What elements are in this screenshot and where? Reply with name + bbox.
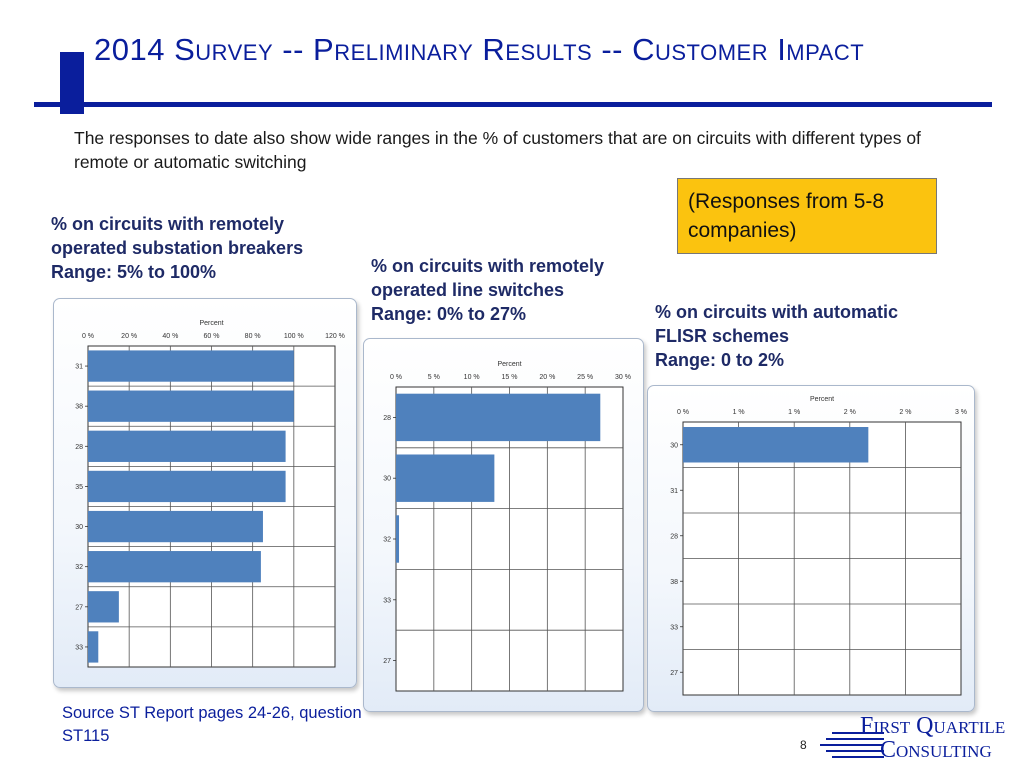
logo-line-2: Consulting xyxy=(880,737,992,763)
bar xyxy=(683,427,869,463)
x-tick-label: 5 % xyxy=(428,374,440,381)
bar xyxy=(88,510,263,543)
x-tick-label: 100 % xyxy=(284,333,304,340)
x-axis-title: Percent xyxy=(497,361,521,368)
x-tick-label: 20 % xyxy=(121,333,137,340)
chart-title-line: % on circuits with remotely xyxy=(51,214,285,234)
responses-note: (Responses from 5-8 companies) xyxy=(677,178,937,254)
chart-title-line: % on circuits with remotely xyxy=(371,256,605,276)
y-tick-label: 28 xyxy=(670,533,678,540)
chart-panel-flisr: Percent 0 % 1 % 1 % 2 % 2 % 3 % 30 31 28 38 33 27 xyxy=(647,385,975,712)
chart-title-range: Range: 5% to 100% xyxy=(51,262,217,282)
y-tick-label: 33 xyxy=(75,644,83,651)
chart-panel-substation-breakers: Percent 0 % 20 % 40 % 60 % 80 % 100 % 120 % 31 38… xyxy=(53,298,357,688)
bar xyxy=(88,430,286,462)
logo-stripe xyxy=(826,738,884,740)
chart-title-range: Range: 0 to 2% xyxy=(655,350,785,370)
y-tick-label: 27 xyxy=(75,604,83,611)
chart-title-flisr: % on circuits with automatic FLISR schem… xyxy=(655,300,898,372)
x-tick-label: 40 % xyxy=(162,333,178,340)
x-tick-label: 3 % xyxy=(955,409,967,416)
chart-title-line: % on circuits with automatic xyxy=(655,302,899,322)
logo-stripe xyxy=(826,750,884,752)
bar xyxy=(396,393,601,442)
logo-stripe xyxy=(832,732,884,734)
y-tick-label: 28 xyxy=(383,415,391,422)
x-tick-label: 0 % xyxy=(82,333,94,340)
y-tick-label: 31 xyxy=(670,488,678,495)
logo-stripe xyxy=(820,744,884,746)
page-number: 8 xyxy=(800,738,807,752)
x-tick-label: 60 % xyxy=(204,333,220,340)
x-tick-label: 10 % xyxy=(464,374,480,381)
y-tick-label: 35 xyxy=(75,484,83,491)
x-tick-label: 0 % xyxy=(677,409,689,416)
x-tick-label: 0 % xyxy=(390,374,402,381)
logo-line-1: First Quartile xyxy=(860,713,1006,739)
y-tick-label: 30 xyxy=(75,524,83,531)
x-tick-label: 1 % xyxy=(788,409,800,416)
bar xyxy=(396,515,400,563)
first-quartile-logo: First Quartile Consulting xyxy=(820,712,1020,764)
y-tick-label: 38 xyxy=(670,579,678,586)
intro-text: The responses to date also show wide ran… xyxy=(74,128,921,172)
chart-title-line: operated substation breakers xyxy=(51,238,304,258)
y-tick-label: 33 xyxy=(383,597,391,604)
chart-panel-line-switches: Percent 0 % 5 % 10 % 15 % 20 % 25 % 30 % 28 30 32 3… xyxy=(363,338,644,712)
bar xyxy=(88,470,286,503)
chart-title-substation-breakers: % on circuits with remotely operated sub… xyxy=(51,212,303,284)
chart-title-line: operated line switches xyxy=(371,280,565,300)
y-tick-label: 27 xyxy=(670,670,678,677)
source-note: Source ST Report pages 24-26, question S… xyxy=(62,704,362,745)
bar xyxy=(88,390,294,422)
x-tick-label: 2 % xyxy=(844,409,856,416)
bar xyxy=(88,350,294,382)
x-tick-label: 2 % xyxy=(899,409,911,416)
x-tick-label: 20 % xyxy=(539,374,555,381)
chart-flisr: Percent 0 % 1 % 1 % 2 % 2 % 3 % 30 31 28 38 33 27 xyxy=(670,396,967,696)
logo-stripe xyxy=(832,756,884,758)
x-axis-title: Percent xyxy=(810,396,834,403)
y-tick-label: 32 xyxy=(75,564,83,571)
y-tick-label: 38 xyxy=(75,404,83,411)
chart-substation-breakers: Percent 0 % 20 % 40 % 60 % 80 % 100 % 120 % 31 38… xyxy=(75,320,345,668)
y-tick-label: 30 xyxy=(383,476,391,483)
chart-line-switches: Percent 0 % 5 % 10 % 15 % 20 % 25 % 30 % 28 30 32 3… xyxy=(383,361,631,692)
x-tick-label: 30 % xyxy=(615,374,631,381)
x-tick-label: 80 % xyxy=(245,333,261,340)
y-tick-label: 31 xyxy=(75,364,83,371)
y-tick-label: 33 xyxy=(670,624,678,631)
y-tick-label: 27 xyxy=(383,658,391,665)
chart-title-line-switches: % on circuits with remotely operated lin… xyxy=(371,254,604,326)
y-tick-label: 28 xyxy=(75,444,83,451)
x-tick-label: 15 % xyxy=(502,374,518,381)
y-tick-label: 32 xyxy=(383,537,391,544)
bar xyxy=(396,454,495,502)
x-tick-label: 120 % xyxy=(325,333,345,340)
x-tick-label: 1 % xyxy=(733,409,745,416)
slide-title: 2014 Survey -- Preliminary Results -- Cu… xyxy=(94,32,865,67)
chart-title-line: FLISR schemes xyxy=(655,326,790,346)
bar xyxy=(88,631,99,663)
x-tick-label: 25 % xyxy=(577,374,593,381)
bar xyxy=(88,551,261,583)
title-underline xyxy=(34,102,992,107)
y-tick-label: 30 xyxy=(670,442,678,449)
x-axis-title: Percent xyxy=(199,320,223,327)
chart-title-range: Range: 0% to 27% xyxy=(371,304,527,324)
bar xyxy=(88,591,119,623)
